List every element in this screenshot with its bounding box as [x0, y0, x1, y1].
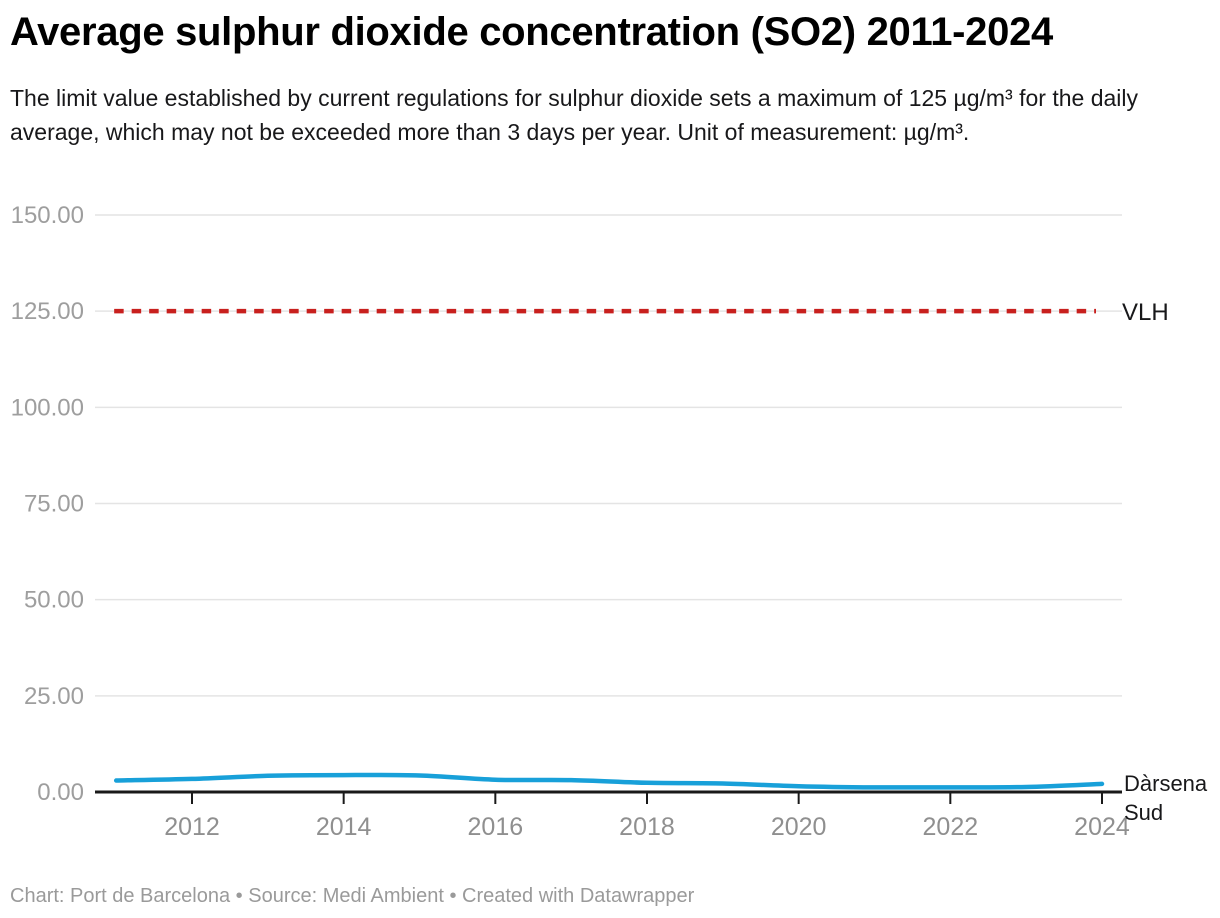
- y-axis-tick-label: 75.00: [24, 491, 84, 518]
- y-axis-tick-label: 25.00: [24, 683, 84, 710]
- x-axis-tick-label: 2022: [923, 813, 979, 841]
- line-chart-plot-area: 2012 2014 2016 2018 2020 2022 2024 150.00 125.00…: [11, 202, 1130, 841]
- x-axis-tick-label: 2012: [164, 813, 220, 841]
- y-axis-tick-label: 50.00: [24, 587, 84, 614]
- y-axis-tick-label: 100.00: [11, 394, 84, 421]
- x-axis-tick-label: 2020: [771, 813, 827, 841]
- y-axis-tick-label: 0.00: [37, 779, 84, 806]
- chart-description: The limit value established by current r…: [10, 85, 1138, 145]
- x-axis-tick-label: 2014: [316, 813, 372, 841]
- chart-footer-attribution: Chart: Port de Barcelona • Source: Medi …: [10, 885, 695, 907]
- y-axis-tick-label: 125.00: [11, 298, 84, 325]
- x-axis-tick-label: 2018: [619, 813, 675, 841]
- series-end-label: Dàrsena Sud: [1124, 771, 1208, 825]
- series-line-darsena-sud: [113, 772, 1105, 790]
- x-axis-tick-label: 2024: [1074, 813, 1130, 841]
- x-axis-tick-label: 2016: [468, 813, 524, 841]
- chart-title: Average sulphur dioxide concentration (S…: [10, 10, 1053, 54]
- reference-line-label: VLH: [1122, 299, 1169, 326]
- y-axis-tick-label: 150.00: [11, 202, 84, 229]
